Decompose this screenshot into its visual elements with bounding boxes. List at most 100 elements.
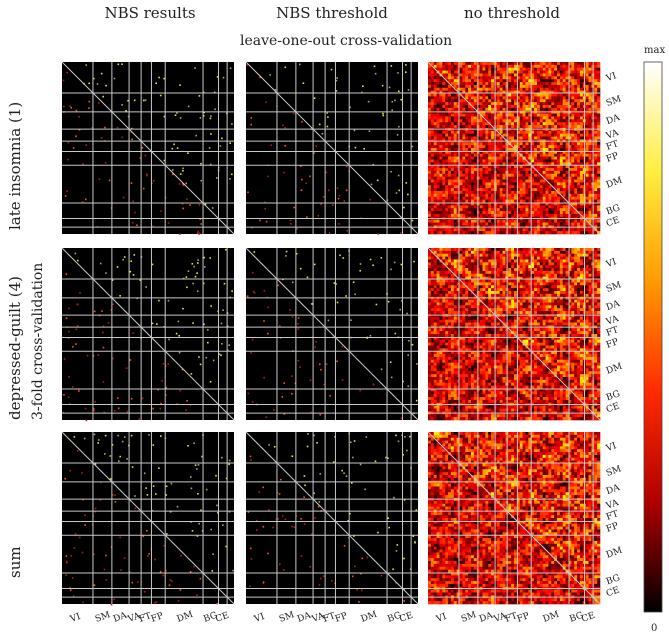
heatmap-cell xyxy=(574,105,578,109)
heatmap-cell xyxy=(462,270,466,275)
heatmap-cell xyxy=(459,107,463,112)
heatmap-cell xyxy=(442,79,446,83)
heatmap-cell xyxy=(468,199,472,203)
heatmap-cell xyxy=(468,76,472,80)
heatmap-cell xyxy=(482,122,486,126)
heatmap-cell xyxy=(577,191,581,195)
heatmap-cell xyxy=(448,153,452,157)
heatmap-cell xyxy=(439,250,443,255)
heatmap-cell xyxy=(522,211,526,215)
heatmap-cell xyxy=(499,270,503,275)
heatmap-cell xyxy=(577,205,581,209)
heatmap-cell xyxy=(539,265,543,269)
heatmap-cell xyxy=(516,76,521,80)
heatmap-cell xyxy=(551,136,555,140)
heatmap-cell xyxy=(450,107,455,112)
heatmap-cell xyxy=(491,122,495,126)
heatmap-cell xyxy=(568,136,572,140)
heatmap-dot xyxy=(252,290,255,293)
heatmap-cell xyxy=(488,87,492,91)
heatmap-cell xyxy=(465,196,469,200)
heatmap-cell xyxy=(597,176,601,180)
heatmap-cell xyxy=(499,76,503,80)
heatmap-cell xyxy=(579,79,584,83)
heatmap-cell xyxy=(525,67,529,71)
heatmap-cell xyxy=(539,205,543,209)
heatmap-cell xyxy=(496,76,500,80)
heatmap-cell xyxy=(502,250,506,255)
heatmap-cell xyxy=(531,279,535,283)
heatmap-cell xyxy=(534,176,538,180)
heatmap-dot xyxy=(93,77,95,80)
heatmap-cell xyxy=(514,208,518,212)
heatmap-dot xyxy=(69,403,71,405)
heatmap-cell xyxy=(448,90,452,94)
heatmap-cell xyxy=(456,228,460,232)
heatmap-cell xyxy=(585,222,589,226)
heatmap-cell xyxy=(433,173,437,177)
heatmap-cell xyxy=(499,176,503,180)
heatmap-cell xyxy=(568,82,572,86)
heatmap-cell xyxy=(519,256,523,260)
heatmap-cell xyxy=(519,248,523,252)
heatmap-cell xyxy=(519,276,523,280)
heatmap-cell xyxy=(462,279,466,283)
heatmap-cell xyxy=(471,119,475,123)
heatmap-cell xyxy=(439,84,443,89)
heatmap-dot xyxy=(125,367,128,369)
heatmap-cell xyxy=(536,173,541,177)
heatmap-cell xyxy=(548,196,552,200)
heatmap-dot xyxy=(179,173,182,175)
heatmap-cell xyxy=(430,87,435,91)
heatmap-cell xyxy=(468,156,472,160)
heatmap-dot xyxy=(121,63,123,65)
heatmap-cell xyxy=(433,259,437,263)
heatmap-cell xyxy=(522,159,526,163)
heatmap-cell xyxy=(594,113,598,117)
heatmap-dot xyxy=(110,309,112,311)
heatmap-cell xyxy=(436,99,440,103)
heatmap-dot xyxy=(111,279,114,281)
heatmap-dot xyxy=(267,175,269,178)
heatmap-cell xyxy=(548,96,552,100)
heatmap-cell xyxy=(430,270,435,275)
heatmap-cell xyxy=(479,156,483,160)
heatmap-cell xyxy=(499,156,503,160)
heatmap-cell xyxy=(554,173,558,177)
heatmap-cell xyxy=(462,87,466,91)
heatmap-cell xyxy=(571,99,575,103)
heatmap-cell xyxy=(450,253,455,257)
heatmap-dot xyxy=(85,198,87,201)
heatmap-cell xyxy=(430,193,435,198)
heatmap-cell xyxy=(433,222,437,226)
heatmap-cell xyxy=(462,196,466,200)
heatmap-cell xyxy=(548,248,552,252)
heatmap-cell xyxy=(488,265,492,269)
heatmap-dot xyxy=(349,106,351,109)
heatmap-cell xyxy=(557,84,561,89)
heatmap-cell xyxy=(525,99,529,103)
heatmap-cell xyxy=(559,259,564,263)
heatmap-cell xyxy=(516,256,521,260)
heatmap-cell xyxy=(579,191,584,195)
heatmap-cell xyxy=(594,79,598,83)
heatmap-dot xyxy=(321,133,324,135)
heatmap-cell xyxy=(588,173,592,177)
heatmap-cell xyxy=(559,67,564,71)
heatmap-cell xyxy=(456,133,460,137)
heatmap-cell xyxy=(554,213,558,218)
heatmap-cell xyxy=(534,122,538,126)
heatmap-dot xyxy=(186,400,188,402)
heatmap-cell xyxy=(485,130,489,134)
heatmap-cell xyxy=(459,156,463,160)
heatmap-cell xyxy=(551,153,555,157)
heatmap-dot xyxy=(318,123,321,126)
heatmap-dot xyxy=(251,227,253,229)
heatmap-dot xyxy=(327,189,330,192)
heatmap-cell xyxy=(456,136,460,140)
heatmap-cell xyxy=(588,273,592,277)
heatmap-cell xyxy=(522,148,526,152)
heatmap-cell xyxy=(548,133,552,137)
heatmap-cell xyxy=(511,107,515,112)
heatmap-cell xyxy=(433,279,437,283)
